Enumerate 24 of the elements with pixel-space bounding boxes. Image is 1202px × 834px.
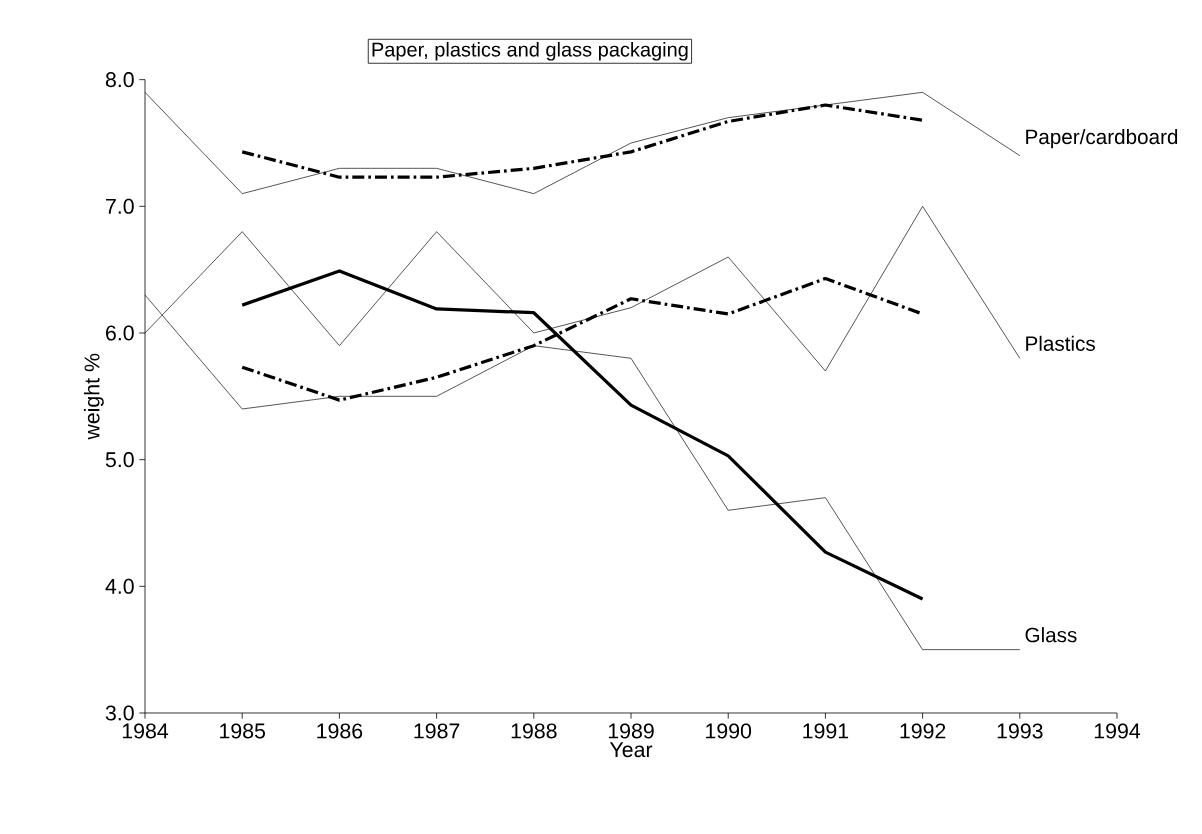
series-label: Glass <box>1025 627 1077 643</box>
y-axis-title: weight % <box>83 353 104 440</box>
x-tick-label: 1989 <box>608 723 654 739</box>
y-tick-label: 5.0 <box>105 452 134 468</box>
x-tick-label: 1986 <box>317 723 363 739</box>
x-tick-label: 1992 <box>900 723 946 739</box>
x-tick-label: 1994 <box>1094 723 1141 739</box>
y-tick-label: 8.0 <box>105 72 134 88</box>
x-tick-label: 1990 <box>706 723 752 739</box>
series-label: Paper/cardboard <box>1026 129 1178 149</box>
line-series <box>240 103 925 179</box>
x-tick-label: 1984 <box>122 723 169 739</box>
y-tick-label: 6.0 <box>106 325 134 341</box>
x-tick-label: 1993 <box>997 723 1043 739</box>
x-tick-label: 1988 <box>511 723 557 739</box>
y-tick-label: 7.0 <box>106 198 134 214</box>
x-tick-label: 1985 <box>220 723 266 739</box>
series-label: Plastics <box>1026 335 1095 351</box>
chart-title: Paper, plastics and glass packaging <box>372 41 688 61</box>
x-tick-label: 1991 <box>803 723 849 739</box>
y-tick-label: 3.0 <box>105 705 134 721</box>
y-tick-label: 4.0 <box>105 578 134 594</box>
x-axis-title: Year <box>609 742 653 758</box>
x-tick-label: 1987 <box>414 723 460 739</box>
